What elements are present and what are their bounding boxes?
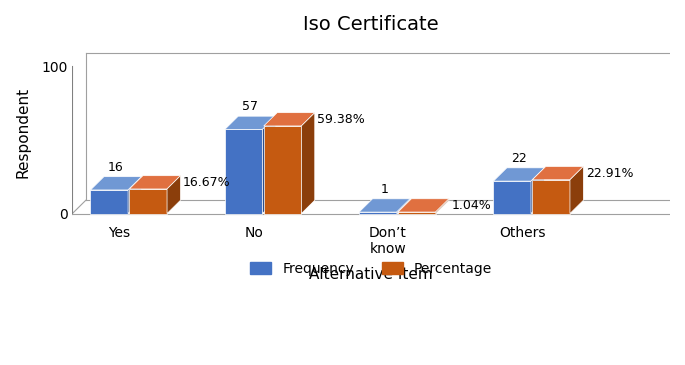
Polygon shape bbox=[129, 189, 167, 214]
Polygon shape bbox=[129, 176, 180, 189]
Text: 59.38%: 59.38% bbox=[317, 113, 365, 126]
Polygon shape bbox=[493, 168, 545, 181]
Text: 57: 57 bbox=[242, 100, 258, 113]
Polygon shape bbox=[262, 116, 276, 214]
Text: 22: 22 bbox=[511, 152, 527, 165]
Polygon shape bbox=[90, 177, 142, 190]
Polygon shape bbox=[90, 190, 128, 214]
Polygon shape bbox=[301, 113, 315, 214]
Polygon shape bbox=[532, 166, 584, 180]
Text: 1: 1 bbox=[381, 183, 388, 196]
Polygon shape bbox=[264, 113, 315, 126]
Polygon shape bbox=[398, 212, 436, 214]
Polygon shape bbox=[532, 180, 570, 214]
Legend: Frequency, Percentage: Frequency, Percentage bbox=[245, 256, 497, 281]
Text: 22.91%: 22.91% bbox=[586, 167, 634, 180]
Polygon shape bbox=[397, 199, 410, 214]
Text: 16.67%: 16.67% bbox=[183, 176, 231, 189]
Polygon shape bbox=[493, 181, 531, 214]
Polygon shape bbox=[167, 176, 180, 214]
Polygon shape bbox=[225, 116, 276, 130]
Polygon shape bbox=[398, 199, 449, 212]
Title: Iso Certificate: Iso Certificate bbox=[303, 15, 439, 34]
Y-axis label: Respondent: Respondent bbox=[15, 87, 30, 178]
Polygon shape bbox=[359, 199, 410, 212]
Text: 1.04%: 1.04% bbox=[451, 199, 492, 212]
Polygon shape bbox=[128, 177, 142, 214]
Text: 16: 16 bbox=[108, 161, 124, 174]
Polygon shape bbox=[359, 212, 397, 214]
Polygon shape bbox=[570, 166, 584, 214]
Polygon shape bbox=[225, 130, 262, 214]
Polygon shape bbox=[436, 199, 449, 214]
X-axis label: Alternative Item: Alternative Item bbox=[310, 267, 433, 282]
Polygon shape bbox=[531, 168, 545, 214]
Polygon shape bbox=[264, 126, 301, 214]
